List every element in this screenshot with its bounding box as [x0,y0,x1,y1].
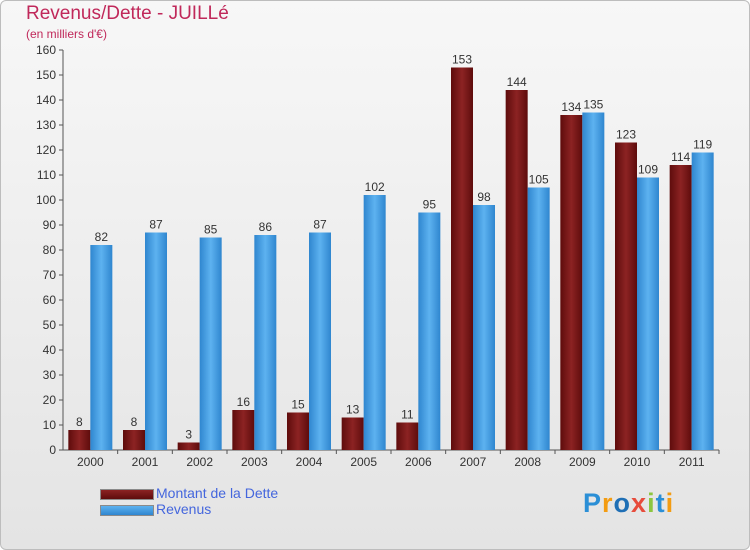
logo-letter: i [647,488,656,518]
y-tick-label: 10 [43,418,57,432]
data-label: 123 [616,128,636,142]
x-tick-label: 2003 [241,455,268,469]
bar-dette [287,412,309,450]
legend-swatch-revenus [100,505,154,516]
data-label: 86 [259,220,273,234]
y-tick-label: 110 [37,168,56,182]
y-tick-label: 0 [49,443,56,457]
data-label: 134 [561,100,581,114]
chart-subtitle: (en milliers d'€) [26,27,107,41]
x-tick-label: 2001 [132,455,159,469]
y-tick-label: 150 [36,68,56,82]
data-label: 135 [583,98,603,112]
x-tick-label: 2009 [569,455,596,469]
data-label: 102 [365,180,385,194]
data-label: 13 [346,403,360,417]
data-label: 82 [95,230,109,244]
y-tick-label: 100 [36,193,56,207]
bar-dette [232,410,255,450]
bar-dette [396,422,419,450]
y-tick-label: 60 [43,293,57,307]
bar-dette [505,90,528,450]
data-label: 98 [477,190,491,204]
y-tick-label: 50 [43,318,57,332]
bar-dette [560,115,583,450]
bar-dette [177,442,200,450]
y-tick-label: 80 [43,243,57,257]
y-tick-label: 20 [43,393,57,407]
data-label: 8 [131,415,138,429]
data-label: 95 [423,198,437,212]
x-tick-label: 2008 [514,455,541,469]
bar-dette [123,430,145,450]
data-label: 105 [529,173,549,187]
x-tick-label: 2010 [624,455,651,469]
logo-letter: x [631,488,648,518]
bar-revenus [145,232,167,450]
bar-dette [451,67,473,450]
legend-label-dette: Montant de la Dette [156,485,279,501]
x-tick-label: 2000 [77,455,104,469]
bar-revenus [473,205,495,450]
data-label: 16 [237,395,251,409]
data-label: 144 [507,75,527,89]
data-label: 8 [76,415,83,429]
y-tick-label: 40 [43,343,57,357]
y-tick-label: 130 [36,118,56,132]
x-tick-label: 2011 [679,455,705,469]
x-tick-label: 2002 [186,455,213,469]
data-label: 153 [452,53,472,67]
data-label: 109 [638,163,658,177]
bar-revenus [90,245,113,450]
bar-revenus [363,195,386,450]
bar-revenus [418,212,441,450]
bar-dette [68,430,91,450]
legend-label-revenus: Revenus [156,501,212,517]
data-label: 87 [313,218,327,232]
bar-dette [669,165,692,450]
chart-title: Revenus/Dette - JUILLé [26,3,229,24]
data-label: 114 [671,150,690,164]
logo-letter: P [583,488,603,518]
bar-revenus [309,232,331,450]
y-tick-label: 120 [36,143,56,157]
data-label: 3 [185,428,192,442]
x-tick-label: 2006 [405,455,432,469]
legend-swatch-dette [100,489,154,500]
logo-letter: o [613,488,632,518]
bar-dette [615,142,637,450]
bar-revenus [199,237,222,450]
y-tick-label: 90 [43,218,57,232]
x-tick-label: 2004 [296,455,323,469]
data-label: 11 [401,408,414,422]
y-tick-label: 140 [36,93,56,107]
bar-dette [341,417,364,450]
x-tick-label: 2007 [460,455,487,469]
logo-letter: i [665,488,675,518]
logo-letter: t [655,488,666,518]
bar-revenus [527,187,550,450]
bar-revenus [637,177,659,450]
data-label: 87 [149,218,163,232]
y-tick-label: 160 [36,43,56,57]
y-tick-label: 70 [43,268,57,282]
bar-revenus [254,235,277,450]
proxiti-logo: Proxiti [583,488,674,519]
data-label: 119 [693,138,712,152]
y-tick-label: 30 [43,368,57,382]
bar-revenus [582,112,605,450]
data-label: 85 [204,223,218,237]
bar-revenus [691,152,714,450]
data-label: 15 [291,398,305,412]
logo-letter: r [602,488,614,518]
x-tick-label: 2005 [350,455,377,469]
